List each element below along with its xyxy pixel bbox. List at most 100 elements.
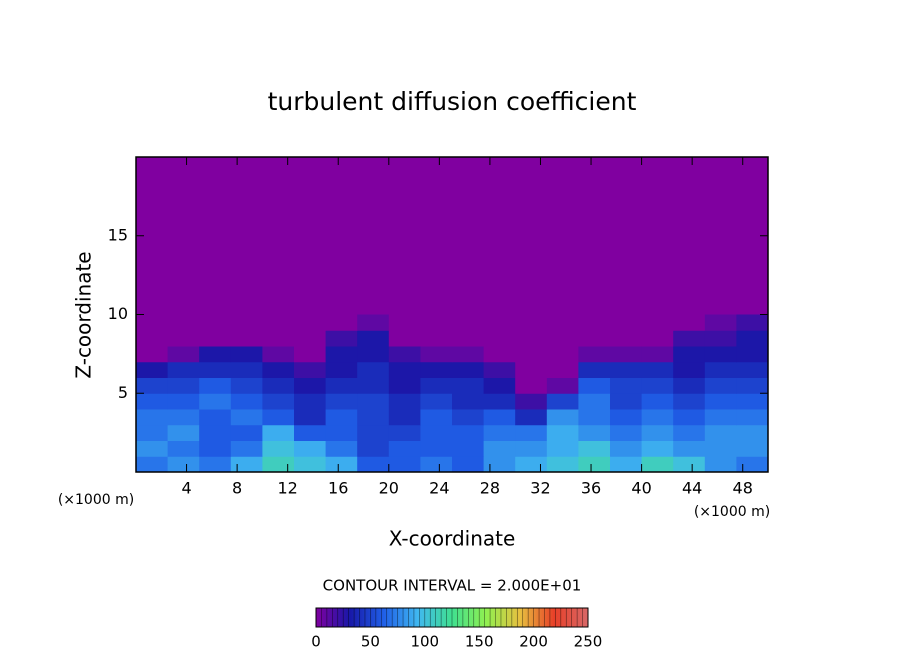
cell [294,314,327,331]
cell [452,361,485,378]
cell [325,314,358,331]
cell [325,346,358,363]
cell [230,377,263,394]
cell [388,377,421,394]
cell [357,314,390,331]
cell [230,314,263,331]
cell [515,409,548,426]
x-unit: (×1000 m) [694,504,770,520]
cell [452,409,485,426]
cell [420,424,453,441]
x-tick-label: 40 [631,479,651,498]
cell [452,424,485,441]
cell [515,314,548,331]
cell [546,314,579,331]
cell [483,456,516,473]
cell [515,346,548,363]
colorbar-tick-label: 0 [311,633,321,651]
cell [610,361,643,378]
cell [546,393,579,410]
cell [610,330,643,347]
cell [578,440,611,457]
cell [578,314,611,331]
cell [325,393,358,410]
cell [546,361,579,378]
cell [420,346,453,363]
cell [262,456,295,473]
cell [515,424,548,441]
cell [199,346,232,363]
cell [641,346,674,363]
cell [546,424,579,441]
cell [641,409,674,426]
cell [167,377,200,394]
cell [294,377,327,394]
cell [167,409,200,426]
cell [704,409,737,426]
cell [515,361,548,378]
cell [167,314,200,331]
cell [388,314,421,331]
colorbar-tick-label: 150 [465,633,494,651]
cell [388,424,421,441]
colorbar-tick-label: 50 [361,633,380,651]
cell [641,377,674,394]
cell [294,440,327,457]
cell [294,330,327,347]
cell [357,361,390,378]
cell [483,314,516,331]
cell [704,346,737,363]
cell [736,409,769,426]
cell [483,377,516,394]
cell [641,393,674,410]
colorbar-tick-label: 200 [519,633,548,651]
cell [136,314,169,331]
cell [325,377,358,394]
cell [452,440,485,457]
cell [578,330,611,347]
cell [483,330,516,347]
cell [704,440,737,457]
cell [167,393,200,410]
cell [736,330,769,347]
cell [325,440,358,457]
cell [199,424,232,441]
cell [546,330,579,347]
cell [199,393,232,410]
cell [262,393,295,410]
cell [673,314,706,331]
y-axis-title: Z-coordinate [72,251,96,378]
cell [230,361,263,378]
cell [420,440,453,457]
cell [294,361,327,378]
cell [483,409,516,426]
cell [578,377,611,394]
cell [136,361,169,378]
cell [736,361,769,378]
cell [388,440,421,457]
cell [357,330,390,347]
cell [736,377,769,394]
cell [420,330,453,347]
cell [262,377,295,394]
cell [230,393,263,410]
cell [673,361,706,378]
cell [199,440,232,457]
cell [704,456,737,473]
cell [262,314,295,331]
cell [610,424,643,441]
cell [199,409,232,426]
cell [388,346,421,363]
cell [736,393,769,410]
cell [325,424,358,441]
cell [136,440,169,457]
cell [641,456,674,473]
cell [199,377,232,394]
y-tick-label: 15 [108,225,128,244]
cell [515,330,548,347]
cell [610,440,643,457]
cell [199,456,232,473]
cell [325,409,358,426]
